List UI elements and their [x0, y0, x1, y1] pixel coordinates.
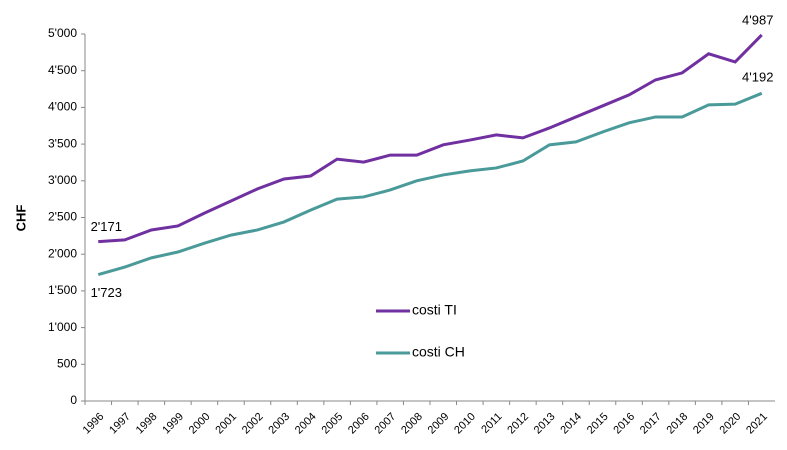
x-tick-label: 2007	[373, 411, 399, 437]
y-tick-label: 2'500	[48, 210, 77, 224]
y-tick-label: 500	[57, 356, 77, 370]
y-tick-label: 1'500	[48, 283, 77, 297]
y-tick-label: 3'500	[48, 136, 77, 150]
legend-label: costi TI	[412, 302, 457, 318]
x-tick-label: 2014	[558, 411, 584, 437]
x-tick-label: 2008	[399, 411, 425, 437]
x-tick-label: 1998	[134, 411, 160, 437]
x-tick-label: 2009	[426, 411, 452, 437]
x-tick-label: 2006	[346, 411, 372, 437]
x-tick-label: 2017	[638, 411, 664, 437]
y-tick-label: 4'500	[48, 63, 77, 77]
y-tick-label: 2'000	[48, 246, 77, 260]
x-tick-label: 2012	[505, 411, 531, 437]
data-label: 4'192	[742, 70, 773, 85]
data-label: 4'987	[742, 12, 773, 27]
data-label: 2'171	[91, 219, 122, 234]
x-tick-label: 2011	[479, 411, 504, 436]
x-tick-label: 2004	[293, 411, 319, 437]
line	[97, 91, 763, 276]
y-axis-label: CHF	[13, 205, 28, 232]
line	[98, 33, 763, 244]
x-tick-label: 2018	[664, 411, 690, 437]
x-tick-label: 2002	[240, 411, 266, 437]
x-tick-label: 2010	[452, 411, 478, 437]
x-tick-label: 2021	[744, 411, 770, 437]
legend-label: costi CH	[412, 344, 465, 360]
x-tick-label: 2020	[718, 411, 744, 437]
x-tick-label: 2013	[532, 411, 558, 437]
x-tick-label: 1999	[160, 411, 186, 437]
x-tick-label: 2019	[691, 411, 717, 437]
x-tick-label: 2003	[266, 411, 292, 437]
y-tick-label: 1'000	[48, 320, 77, 334]
y-tick-label: 5'000	[48, 26, 77, 40]
x-tick-label: 2005	[319, 411, 345, 437]
y-tick-label: 4'000	[48, 100, 77, 114]
x-tick-label: 2001	[213, 411, 239, 437]
x-tick-label: 2015	[585, 411, 611, 437]
y-tick-label: 0	[70, 393, 77, 407]
data-label: 1'723	[91, 285, 122, 300]
x-tick-label: 1996	[81, 411, 107, 437]
y-tick-label: 3'000	[48, 173, 77, 187]
x-tick-label: 1997	[107, 411, 133, 437]
x-tick-label: 2016	[611, 411, 637, 437]
x-tick-label: 2000	[187, 411, 213, 437]
